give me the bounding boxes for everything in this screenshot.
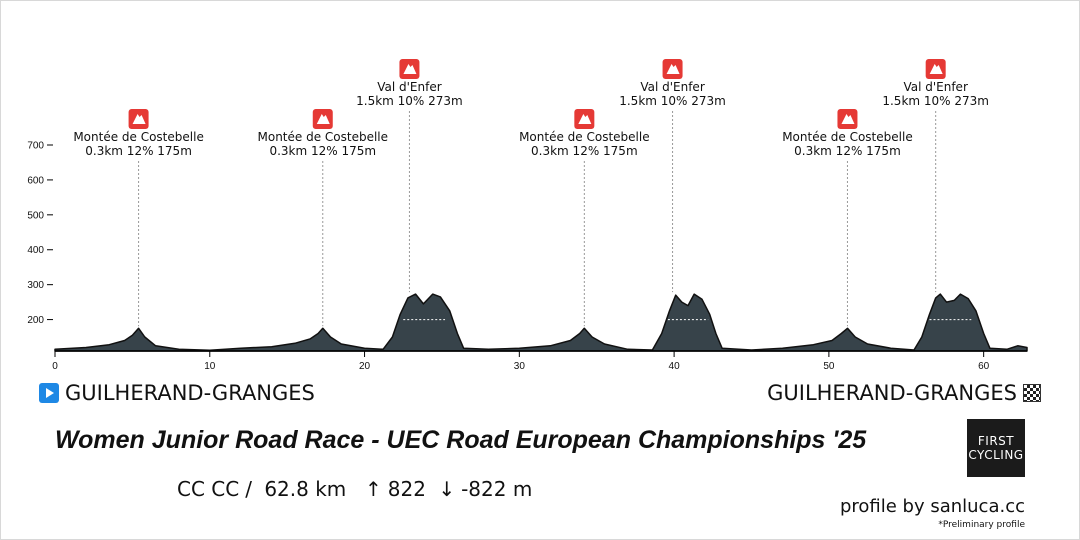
logo-line-1: FIRST — [977, 434, 1015, 448]
climb-details: 0.3km 12% 175m — [269, 144, 376, 158]
climb-name: Val d'Enfer — [640, 80, 704, 94]
race-distance: 62.8 km — [264, 477, 347, 501]
elevation-loss: -822 m — [461, 477, 533, 501]
climb-mountain-glyph — [841, 114, 855, 124]
start-play-icon — [39, 383, 59, 403]
climb-details: 0.3km 12% 175m — [85, 144, 192, 158]
y-tick-label: 200 — [27, 315, 44, 326]
start-location: GUILHERAND-GRANGES — [65, 381, 315, 405]
elevation-gain: 822 — [387, 477, 426, 501]
preliminary-note: *Preliminary profile — [938, 520, 1025, 530]
climb-mountain-glyph — [578, 114, 592, 124]
climb-mountain-glyph — [403, 64, 417, 74]
climb-name: Montée de Costebelle — [782, 130, 913, 144]
climb-name: Montée de Costebelle — [258, 130, 389, 144]
first-cycling-logo: FIRST CYCLING — [967, 419, 1025, 477]
climb-details: 1.5km 10% 273m — [882, 94, 989, 108]
elevation-profile-area — [54, 293, 1028, 352]
x-tick-label: 10 — [204, 361, 216, 372]
race-title: Women Junior Road Race - UEC Road Europe… — [55, 426, 867, 454]
profile-credit: profile by sanluca.cc — [839, 496, 1025, 517]
finish-label: GUILHERAND-GRANGES — [767, 381, 1041, 405]
y-tick-label: 600 — [27, 175, 44, 186]
climb-mountain-glyph — [316, 114, 330, 124]
logo-line-2: CYCLING — [968, 448, 1024, 462]
x-tick-label: 30 — [514, 361, 526, 372]
y-tick-label: 500 — [27, 210, 44, 221]
x-tick-label: 20 — [359, 361, 371, 372]
arrow-up-icon: ↑ — [358, 477, 382, 501]
y-tick-label: 400 — [27, 245, 44, 256]
y-tick-label: 300 — [27, 280, 44, 291]
finish-location: GUILHERAND-GRANGES — [767, 381, 1017, 405]
climb-details: 1.5km 10% 273m — [356, 94, 463, 108]
climb-name: Val d'Enfer — [903, 80, 967, 94]
x-tick-label: 60 — [978, 361, 990, 372]
start-label: GUILHERAND-GRANGES — [39, 381, 315, 405]
x-tick-label: 0 — [52, 361, 58, 372]
climb-details: 1.5km 10% 273m — [619, 94, 726, 108]
checkered-flag-icon — [1023, 384, 1041, 402]
climb-name: Montée de Costebelle — [73, 130, 204, 144]
elevation-profile-chart: 0 10 20 30 40 50 60 200 300 400 500 600 700 Montée de… — [27, 59, 1028, 372]
climb-mountain-glyph — [929, 64, 943, 74]
stats-separator: / — [245, 477, 252, 501]
climb-name: Val d'Enfer — [377, 80, 441, 94]
climb-details: 0.3km 12% 175m — [794, 144, 901, 158]
race-category: CC CC — [177, 477, 240, 501]
y-tick-label: 700 — [27, 141, 44, 152]
climb-details: 0.3km 12% 175m — [531, 144, 638, 158]
climb-mountain-glyph — [666, 64, 680, 74]
climb-name: Montée de Costebelle — [519, 130, 650, 144]
arrow-down-icon: ↓ — [438, 477, 456, 501]
x-tick-label: 50 — [823, 361, 835, 372]
climb-mountain-glyph — [132, 114, 146, 124]
x-tick-label: 40 — [669, 361, 681, 372]
race-stats: CC CC/ 62.8 km ↑ 822 ↓ -822 m — [177, 477, 538, 501]
